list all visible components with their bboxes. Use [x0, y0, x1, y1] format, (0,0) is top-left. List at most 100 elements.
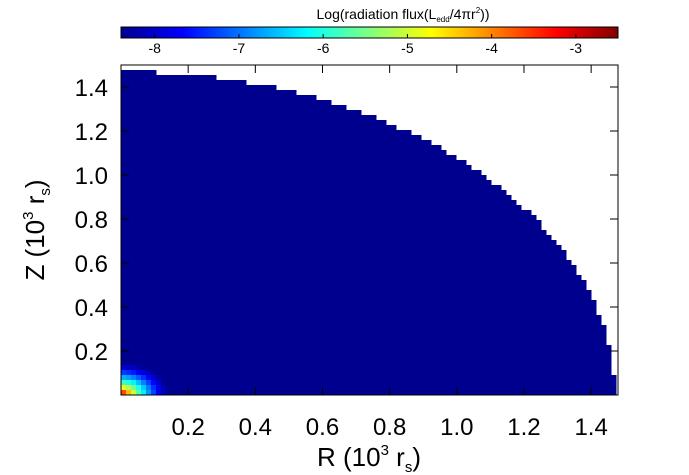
heatmap-cell	[266, 305, 272, 311]
heatmap-cell	[316, 240, 322, 246]
heatmap-cell	[486, 325, 492, 331]
heatmap-cell	[371, 145, 377, 151]
heatmap-cell	[381, 120, 387, 126]
heatmap-cell	[471, 365, 477, 371]
heatmap-cell	[526, 280, 532, 286]
heatmap-cell	[276, 125, 282, 131]
heatmap-cell	[296, 375, 302, 381]
heatmap-cell	[146, 295, 152, 301]
heatmap-cell	[141, 355, 147, 361]
heatmap-cell	[516, 255, 522, 261]
heatmap-cell	[231, 280, 237, 286]
heatmap-cell	[171, 125, 177, 131]
heatmap-cell	[316, 270, 322, 276]
heatmap-cell	[311, 255, 317, 261]
heatmap-cell	[126, 270, 132, 276]
heatmap-cell	[516, 310, 522, 316]
heatmap-cell	[356, 125, 362, 131]
heatmap-cell	[176, 300, 182, 306]
heatmap-cell	[311, 360, 317, 366]
heatmap-cell	[251, 180, 257, 186]
heatmap-cell	[201, 365, 207, 371]
heatmap-cell	[556, 355, 562, 361]
heatmap-cell	[441, 380, 447, 386]
heatmap-cell	[146, 190, 152, 196]
heatmap-cell	[256, 200, 262, 206]
heatmap-cell	[261, 195, 267, 201]
heatmap-cell	[331, 160, 337, 166]
heatmap-cell	[596, 315, 602, 321]
heatmap-cell	[221, 170, 227, 176]
heatmap-cell	[351, 110, 357, 116]
heatmap-cell	[251, 210, 257, 216]
heatmap-cell	[231, 355, 237, 361]
heatmap-cell	[416, 285, 422, 291]
heatmap-cell	[446, 265, 452, 271]
heatmap-cell	[571, 345, 577, 351]
heatmap-cell	[216, 95, 222, 101]
heatmap-cell	[191, 270, 197, 276]
heatmap-cell	[406, 325, 412, 331]
heatmap-cell	[161, 365, 167, 371]
heatmap-cell	[276, 200, 282, 206]
heatmap-cell	[221, 315, 227, 321]
heatmap-cell	[386, 385, 392, 391]
heatmap-cell	[171, 365, 177, 371]
heatmap-cell	[481, 240, 487, 246]
heatmap-cell	[191, 210, 197, 216]
heatmap-cell	[211, 340, 217, 346]
heatmap-cell	[226, 235, 232, 241]
heatmap-cell	[256, 95, 262, 101]
heatmap-cell	[281, 235, 287, 241]
heatmap-cell	[301, 150, 307, 156]
heatmap-cell	[186, 390, 192, 395]
heatmap-cell	[371, 390, 377, 395]
heatmap-cell	[126, 85, 132, 91]
heatmap-cell	[501, 245, 507, 251]
heatmap-cell	[361, 140, 367, 146]
heatmap-cell	[316, 170, 322, 176]
heatmap-cell	[461, 375, 467, 381]
heatmap-cell	[396, 210, 402, 216]
heatmap-cell	[186, 285, 192, 291]
heatmap-cell	[521, 360, 527, 366]
heatmap-cell	[546, 270, 552, 276]
heatmap-cell	[496, 305, 502, 311]
heatmap-cell	[551, 250, 557, 256]
heatmap-cell	[491, 365, 497, 371]
heatmap-cell	[131, 115, 137, 121]
heatmap-cell	[581, 385, 587, 391]
heatmap-cell	[271, 295, 277, 301]
heatmap-cell	[381, 370, 387, 376]
heatmap-cell	[511, 240, 517, 246]
heatmap-cell	[231, 120, 237, 126]
heatmap-cell	[561, 270, 567, 276]
heatmap-cell	[256, 85, 262, 91]
heatmap-cell	[451, 235, 457, 241]
heatmap-cell	[341, 150, 347, 156]
heatmap-cell	[276, 130, 282, 136]
heatmap-cell	[576, 305, 582, 311]
heatmap-cell	[131, 335, 137, 341]
heatmap-cell	[366, 300, 372, 306]
heatmap-cell	[506, 390, 512, 395]
heatmap-cell	[281, 325, 287, 331]
heatmap-cell	[516, 250, 522, 256]
heatmap-cell	[366, 285, 372, 291]
heatmap-cell	[316, 125, 322, 131]
heatmap-cell	[191, 140, 197, 146]
heatmap-cell	[306, 285, 312, 291]
heatmap-cell	[506, 385, 512, 391]
heatmap-cell	[151, 270, 157, 276]
heatmap-cell	[321, 370, 327, 376]
heatmap-cell	[341, 105, 347, 111]
heatmap-cell	[271, 100, 277, 106]
heatmap-cell	[146, 175, 152, 181]
heatmap-cell	[166, 230, 172, 236]
heatmap-cell	[511, 360, 517, 366]
heatmap-cell	[276, 390, 282, 395]
heatmap-cell	[386, 300, 392, 306]
heatmap-cell	[136, 320, 142, 326]
heatmap-cell	[371, 330, 377, 336]
heatmap-cell	[431, 170, 437, 176]
